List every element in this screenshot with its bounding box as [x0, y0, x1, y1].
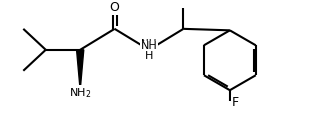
Text: NH$_2$: NH$_2$ — [69, 86, 91, 100]
Text: NH
H: NH H — [141, 39, 157, 61]
Text: F: F — [232, 96, 239, 109]
Polygon shape — [77, 50, 84, 90]
Text: O: O — [110, 1, 119, 14]
Text: H: H — [145, 51, 153, 61]
Text: NH: NH — [141, 41, 157, 51]
